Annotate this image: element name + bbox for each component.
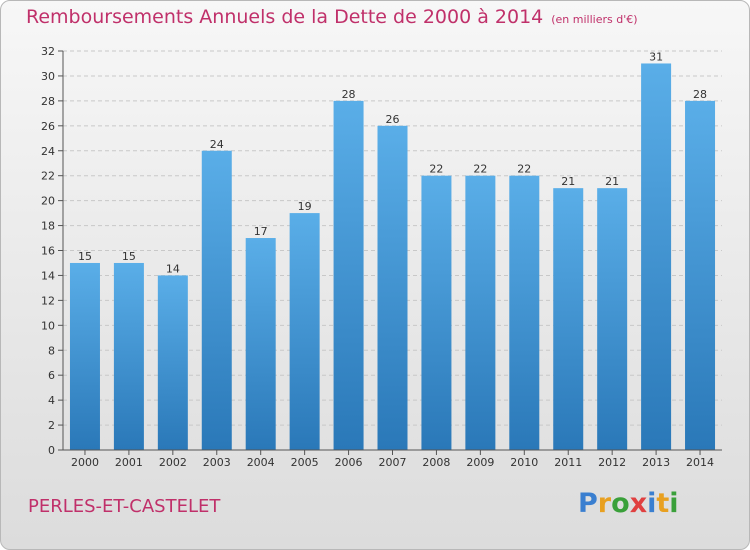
commune-name: PERLES-ET-CASTELET xyxy=(28,496,221,517)
y-tick-label: 8 xyxy=(48,344,55,357)
x-tick-label: 2007 xyxy=(379,456,407,469)
x-tick-label: 2014 xyxy=(686,456,714,469)
bar-value-label: 28 xyxy=(342,88,356,101)
x-tick-label: 2008 xyxy=(422,456,450,469)
bar-value-label: 31 xyxy=(649,50,663,63)
y-tick-label: 24 xyxy=(41,145,55,158)
x-tick-label: 2009 xyxy=(466,456,494,469)
title-unit: (en milliers d'€) xyxy=(551,13,638,26)
bar xyxy=(333,100,364,450)
x-tick-label: 2000 xyxy=(71,456,99,469)
bar-value-label: 26 xyxy=(386,113,400,126)
x-tick-label: 2001 xyxy=(115,456,143,469)
bar-value-label: 21 xyxy=(561,175,575,188)
bar xyxy=(157,275,188,450)
proxiti-logo[interactable]: Proxiti xyxy=(578,488,679,519)
bar-value-label: 22 xyxy=(517,163,531,176)
title-text: Remboursements Annuels de la Dette de 20… xyxy=(26,6,544,28)
x-tick-label: 2006 xyxy=(335,456,363,469)
y-tick-label: 10 xyxy=(41,319,55,332)
bar-value-label: 22 xyxy=(429,163,443,176)
bar xyxy=(465,175,496,450)
chart-title: Remboursements Annuels de la Dette de 20… xyxy=(26,6,638,28)
y-tick-label: 32 xyxy=(41,45,55,58)
bar-value-label: 24 xyxy=(210,138,224,151)
x-tick-label: 2013 xyxy=(642,456,670,469)
bar xyxy=(289,213,320,450)
y-tick-label: 6 xyxy=(48,369,55,382)
labels: 0246810121416182022242628303215200015200… xyxy=(41,45,714,469)
y-tick-label: 30 xyxy=(41,70,55,83)
y-tick-label: 0 xyxy=(48,444,55,457)
bar xyxy=(553,188,584,450)
bar xyxy=(113,262,144,450)
bar xyxy=(597,188,628,450)
bar xyxy=(377,125,408,450)
bar xyxy=(685,100,716,450)
y-tick-label: 26 xyxy=(41,120,55,133)
bar-value-label: 17 xyxy=(254,225,268,238)
y-tick-label: 14 xyxy=(41,269,55,282)
bar-value-label: 22 xyxy=(473,163,487,176)
bars xyxy=(69,63,716,450)
bar-value-label: 15 xyxy=(122,250,136,263)
bar xyxy=(69,262,100,450)
bar xyxy=(201,150,232,450)
x-tick-label: 2012 xyxy=(598,456,626,469)
bar xyxy=(509,175,540,450)
y-tick-label: 16 xyxy=(41,245,55,258)
x-tick-label: 2005 xyxy=(291,456,319,469)
x-tick-label: 2002 xyxy=(159,456,187,469)
y-tick-label: 28 xyxy=(41,95,55,108)
x-tick-label: 2003 xyxy=(203,456,231,469)
y-tick-label: 18 xyxy=(41,220,55,233)
bar-value-label: 15 xyxy=(78,250,92,263)
bar-value-label: 14 xyxy=(166,262,180,275)
y-tick-label: 2 xyxy=(48,419,55,432)
bar-value-label: 21 xyxy=(605,175,619,188)
bar-value-label: 19 xyxy=(298,200,312,213)
y-tick-label: 4 xyxy=(48,394,55,407)
x-tick-label: 2010 xyxy=(510,456,538,469)
x-tick-label: 2004 xyxy=(247,456,275,469)
axes xyxy=(58,50,722,455)
y-tick-label: 20 xyxy=(41,195,55,208)
bar-value-label: 28 xyxy=(693,88,707,101)
y-tick-label: 12 xyxy=(41,294,55,307)
bar xyxy=(641,63,672,450)
bar xyxy=(245,238,276,450)
bar xyxy=(421,175,452,450)
x-tick-label: 2011 xyxy=(554,456,582,469)
y-tick-label: 22 xyxy=(41,170,55,183)
